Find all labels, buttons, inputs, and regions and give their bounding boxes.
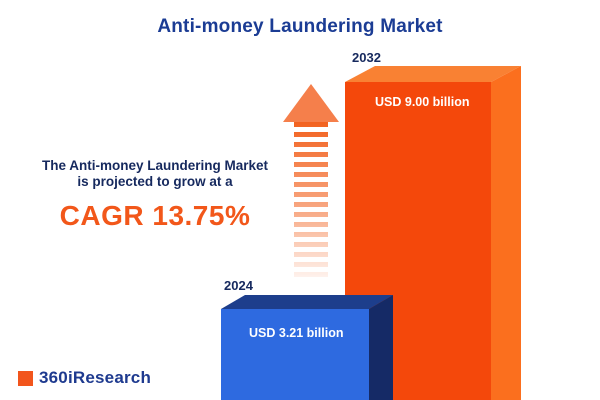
growth-arrow-icon <box>283 84 339 284</box>
chart-title: Anti-money Laundering Market <box>157 16 443 37</box>
logo-text: 360iResearch <box>39 368 152 387</box>
bar-2024 <box>221 295 393 400</box>
logo-square-icon <box>18 370 33 386</box>
brand-logo: 360iResearch <box>18 368 151 388</box>
annotation-line1: The Anti-money Laundering Market <box>41 158 269 173</box>
bar-2032-top-face <box>345 66 521 82</box>
bar-2024-top-face <box>221 295 393 309</box>
cagr-text: CAGR 13.75% <box>59 200 251 232</box>
arrow-shaft-stripes <box>294 122 328 282</box>
value-label-2024: USD 3.21 billion <box>249 326 344 340</box>
annotation-line2: is projected to grow at a <box>77 174 233 190</box>
annotation-block: The Anti-money Laundering Market is proj… <box>14 158 296 232</box>
year-label-2032: 2032 <box>352 50 381 65</box>
bar-2024-front-face <box>221 309 369 400</box>
arrow-head-icon <box>283 84 339 122</box>
value-label-2032: USD 9.00 billion <box>375 95 470 109</box>
bar-2024-side-face <box>369 295 393 400</box>
year-label-2024: 2024 <box>224 278 253 293</box>
bar-2032-side-face <box>491 66 521 400</box>
